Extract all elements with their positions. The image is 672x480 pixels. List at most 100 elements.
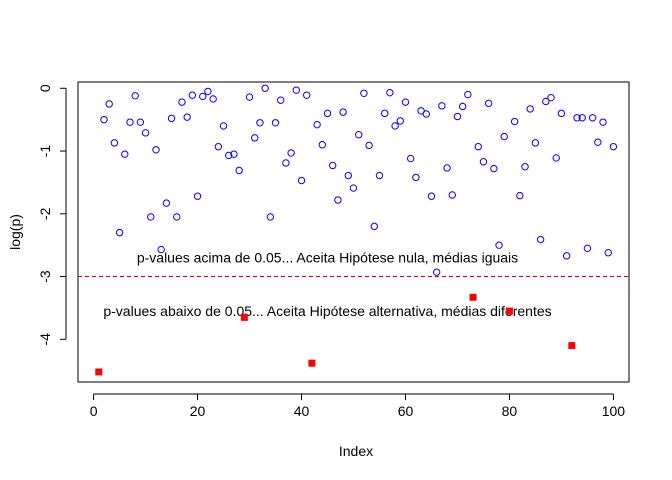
data-point-circle <box>448 191 456 199</box>
data-point-circle <box>521 163 529 171</box>
x-tick-label: 100 <box>602 403 626 419</box>
data-point-circle <box>458 102 467 111</box>
data-point-circle <box>484 99 493 108</box>
data-point-circle <box>557 109 566 118</box>
y-tick-label: -1 <box>37 145 53 158</box>
data-point-circle <box>209 95 217 103</box>
data-point-circle <box>386 88 394 97</box>
data-point-circle <box>573 114 581 122</box>
x-axis-title: Index <box>339 443 373 459</box>
annotation-text: p-values abaixo de 0.05... Aceita Hipóte… <box>103 303 551 319</box>
data-point-circle <box>516 191 524 200</box>
data-point-square <box>568 342 576 350</box>
data-point-circle <box>193 192 202 200</box>
data-point-circle <box>235 166 243 175</box>
data-points <box>95 84 618 376</box>
data-point-circle <box>443 164 451 172</box>
data-point-circle <box>604 249 612 257</box>
data-point-circle <box>245 93 254 101</box>
data-point-circle <box>105 100 113 108</box>
y-axis-title: log(p) <box>7 214 23 250</box>
x-tick-label: 20 <box>190 403 206 419</box>
data-point-circle <box>365 141 373 150</box>
data-point-circle <box>599 118 607 126</box>
x-tick-label: 40 <box>294 403 310 419</box>
x-tick-label: 60 <box>398 403 414 419</box>
data-point-circle <box>277 96 285 104</box>
data-point-circle <box>391 122 399 130</box>
data-point-circle <box>136 118 145 126</box>
data-point-circle <box>490 164 498 173</box>
data-point-square <box>240 313 248 321</box>
data-point-square <box>469 293 477 301</box>
x-tick-label: 80 <box>502 403 518 419</box>
data-point-circle <box>183 113 191 121</box>
data-point-circle <box>536 235 545 244</box>
data-point-circle <box>329 161 337 170</box>
data-point-square <box>95 368 103 376</box>
x-axis: 0 20 40 60 80 100 <box>90 393 626 419</box>
data-point-circle <box>375 171 384 180</box>
data-point-circle <box>266 213 275 221</box>
data-point-circle <box>271 119 280 127</box>
data-point-circle <box>251 134 259 142</box>
data-point-circle <box>256 119 264 127</box>
data-point-circle <box>531 139 540 147</box>
data-point-circle <box>510 117 519 126</box>
y-tick-label: -4 <box>37 333 53 346</box>
data-point-circle <box>427 192 436 200</box>
data-point-circle <box>178 98 186 106</box>
data-point-circle <box>261 84 269 92</box>
data-point-circle <box>417 107 425 115</box>
data-point-circle <box>318 141 327 149</box>
data-point-circle <box>562 252 571 260</box>
y-tick-label: 0 <box>37 84 53 92</box>
data-point-circle <box>323 109 332 118</box>
data-point-circle <box>214 142 223 151</box>
y-tick-label: -3 <box>37 270 53 283</box>
data-point-circle <box>152 146 160 154</box>
data-point-circle <box>360 89 368 97</box>
data-point-circle <box>578 114 586 122</box>
data-point-circle <box>552 154 560 162</box>
data-point-square <box>505 307 513 315</box>
data-point-circle <box>313 120 321 129</box>
data-point-circle <box>526 105 534 113</box>
data-point-circle <box>204 87 212 96</box>
data-point-circle <box>495 241 503 249</box>
data-point-circle <box>588 114 597 122</box>
data-point-circle <box>188 91 197 99</box>
annotations: p-values acima de 0.05... Aceita Hipótes… <box>103 250 551 319</box>
data-point-circle <box>583 244 592 253</box>
data-point-square <box>308 359 316 367</box>
data-point-circle <box>100 115 108 124</box>
data-point-circle <box>230 150 238 158</box>
data-point-circle <box>354 131 363 139</box>
data-point-circle <box>370 222 378 231</box>
data-point-circle <box>297 176 306 185</box>
data-point-circle <box>126 118 134 126</box>
data-point-circle <box>141 129 150 137</box>
data-point-circle <box>162 199 171 207</box>
data-point-circle <box>339 108 347 116</box>
data-point-circle <box>542 97 550 106</box>
data-point-circle <box>406 154 415 163</box>
data-point-circle <box>334 196 342 204</box>
data-point-circle <box>422 110 430 118</box>
data-point-circle <box>199 92 207 101</box>
data-point-circle <box>287 149 295 157</box>
y-tick-label: -2 <box>37 207 53 220</box>
y-axis: 0 -1 -2 -3 -4 <box>37 84 67 346</box>
data-point-circle <box>401 98 410 106</box>
data-point-circle <box>594 138 602 146</box>
data-point-circle <box>131 92 139 100</box>
data-point-circle <box>115 228 124 237</box>
data-point-circle <box>303 91 311 99</box>
data-point-circle <box>282 159 290 167</box>
data-point-circle <box>474 142 482 151</box>
data-point-circle <box>432 268 441 276</box>
data-point-circle <box>292 86 301 94</box>
data-point-circle <box>167 114 176 123</box>
data-point-circle <box>453 112 462 121</box>
